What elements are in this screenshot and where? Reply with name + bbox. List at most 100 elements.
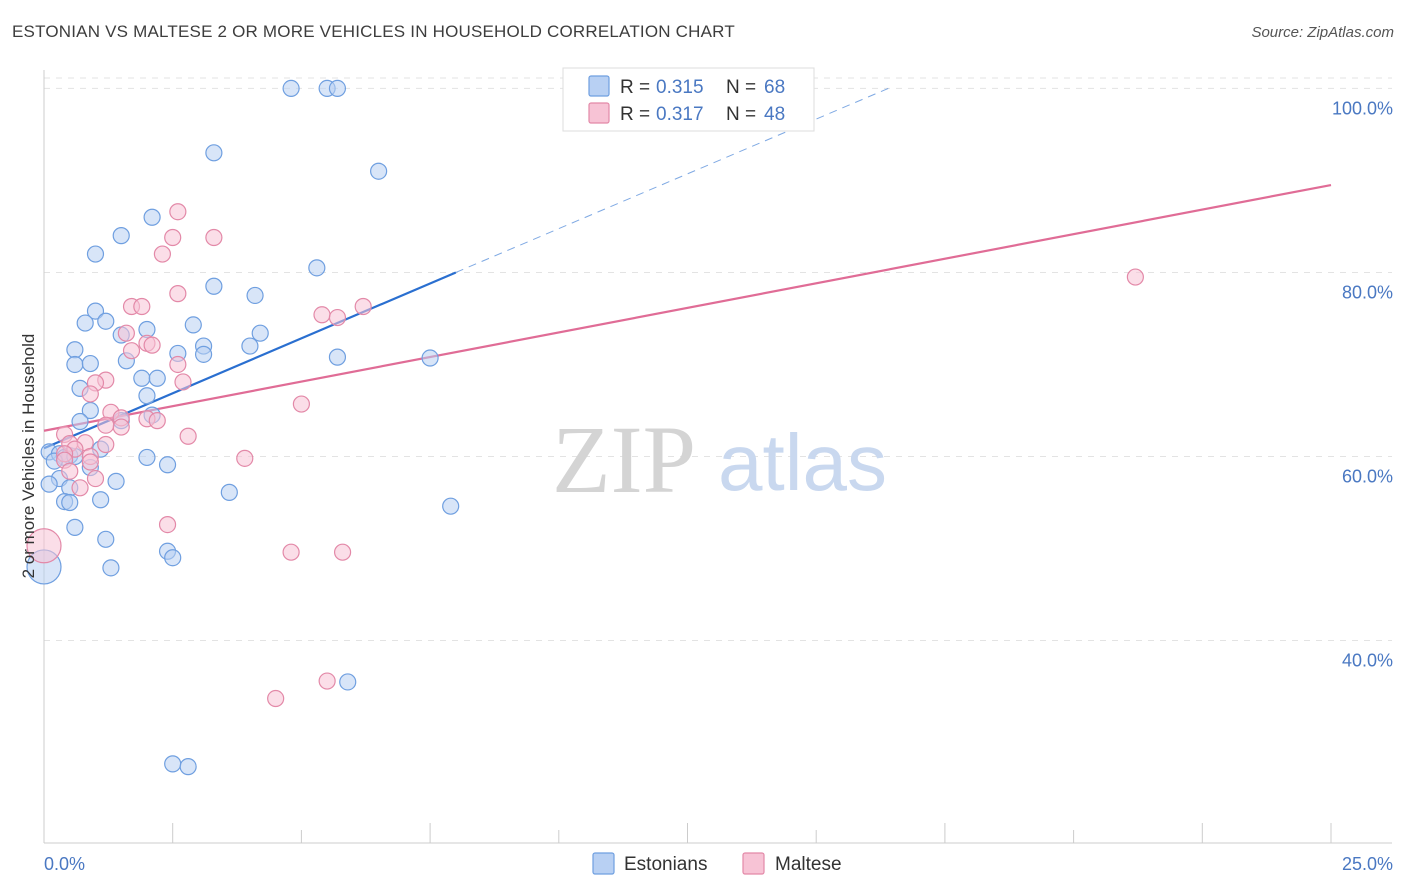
bottom-legend-label-maltese: Maltese [775, 854, 842, 875]
point-maltese [97, 416, 115, 434]
grid-lines [44, 77, 1392, 642]
chart-source: Source: ZipAtlas.com [1251, 24, 1394, 41]
point-estonians [86, 302, 105, 320]
point-estonians [143, 208, 161, 226]
point-estonians [328, 348, 347, 366]
bottom-legend-label-estonians: Estonians [624, 854, 707, 875]
point-estonians [86, 245, 105, 263]
point-maltese [81, 385, 99, 403]
point-estonians [148, 369, 166, 387]
point-maltese [1126, 268, 1144, 286]
point-estonians [66, 355, 84, 374]
point-maltese [26, 528, 62, 564]
legend-swatch-maltese [588, 102, 610, 124]
legend-n-label-maltese: N = [726, 104, 756, 125]
x-tick-label-max: 25.0% [1342, 854, 1393, 874]
point-maltese [81, 453, 99, 471]
point-maltese [97, 435, 115, 454]
x-tick-label-min: 0.0% [44, 854, 85, 874]
point-estonians [112, 227, 130, 245]
point-estonians [241, 337, 259, 355]
point-maltese [328, 308, 347, 327]
chart-title: ESTONIAN VS MALTESE 2 OR MORE VEHICLES I… [12, 22, 735, 41]
trend-line-maltese [43, 183, 1332, 432]
legend-n-label-estonians: N = [726, 77, 756, 98]
trend-lines [43, 87, 1332, 450]
point-estonians [164, 549, 182, 567]
point-maltese [292, 395, 310, 413]
point-estonians [308, 259, 326, 277]
point-estonians [164, 755, 182, 773]
point-maltese [158, 515, 177, 534]
point-estonians [97, 312, 115, 330]
legend-n-value-maltese: 48 [764, 104, 785, 125]
y-axis-label: 2 or more Vehicles in Household [19, 334, 38, 579]
point-estonians [205, 277, 223, 295]
y-tick-label: 80.0% [1342, 282, 1393, 302]
point-estonians [158, 456, 177, 474]
legend-n-value-estonians: 68 [764, 77, 785, 98]
point-estonians [40, 475, 58, 493]
point-maltese [354, 297, 372, 316]
point-maltese [153, 245, 172, 263]
point-maltese [148, 412, 166, 430]
point-estonians [138, 448, 156, 467]
point-maltese [179, 427, 197, 445]
point-estonians [421, 349, 439, 367]
point-estonians [133, 369, 151, 387]
point-maltese [86, 469, 105, 488]
point-maltese [205, 228, 223, 247]
point-estonians [328, 79, 347, 98]
point-estonians [194, 345, 213, 363]
point-estonians [107, 472, 125, 490]
point-estonians [282, 79, 300, 98]
point-maltese [112, 418, 130, 436]
point-maltese [267, 689, 285, 708]
legend-r-value-maltese: 0.317 [656, 104, 704, 125]
legend-r-label-estonians: R = [620, 77, 650, 98]
point-estonians [102, 559, 120, 577]
point-maltese [71, 479, 89, 497]
point-estonians [76, 314, 94, 332]
point-estonians [138, 387, 156, 405]
point-estonians [61, 493, 79, 512]
point-maltese [164, 228, 182, 247]
point-estonians [205, 144, 223, 162]
legend-swatch-estonians [588, 75, 610, 97]
point-estonians [81, 354, 99, 373]
watermark: ZIP atlas [552, 406, 887, 513]
x-tick-labels: 0.0% 25.0% [44, 854, 1393, 874]
point-estonians [339, 673, 357, 691]
point-estonians [246, 286, 264, 305]
point-maltese [318, 672, 336, 690]
watermark-zip: ZIP [552, 406, 696, 513]
point-maltese [122, 342, 141, 360]
y-tick-label: 40.0% [1342, 651, 1393, 671]
point-estonians [97, 530, 115, 548]
point-maltese [169, 285, 187, 303]
legend-r-value-estonians: 0.315 [656, 77, 704, 98]
point-estonians [179, 758, 197, 776]
point-maltese [282, 543, 300, 561]
data-points [26, 79, 1144, 776]
point-maltese [313, 306, 331, 324]
point-estonians [370, 162, 388, 180]
watermark-atlas: atlas [718, 418, 887, 507]
bottom-legend-swatch-maltese [742, 852, 765, 875]
point-maltese [333, 543, 352, 561]
point-estonians [66, 518, 84, 536]
point-maltese [143, 336, 161, 354]
point-estonians [442, 497, 460, 515]
series-legend: Estonians Maltese [592, 852, 842, 875]
point-maltese [169, 203, 187, 221]
y-tick-labels: 40.0% 60.0% 80.0% 100.0% [1332, 98, 1393, 670]
point-estonians [220, 483, 238, 501]
y-tick-label: 100.0% [1332, 98, 1393, 118]
point-estonians [92, 491, 110, 509]
point-estonians [184, 316, 202, 334]
point-maltese [133, 297, 151, 316]
stats-legend: R = 0.315 N = 68 R = 0.317 N = 48 [562, 67, 815, 132]
point-maltese [236, 449, 254, 467]
point-estonians [251, 324, 269, 342]
